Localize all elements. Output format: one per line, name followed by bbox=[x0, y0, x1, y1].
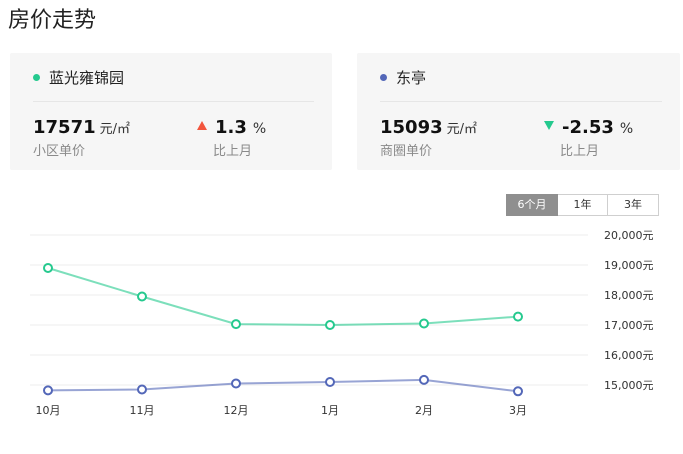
card-header: 蓝光雍锦园 bbox=[33, 53, 314, 102]
estate-name: 蓝光雍锦园 bbox=[49, 69, 125, 87]
district-price-card: 东亭 15093 元/㎡ 商圈单价 -2.53% 比上月 bbox=[357, 53, 680, 170]
series-dot-icon bbox=[33, 74, 40, 81]
data-point bbox=[513, 386, 523, 397]
x-tick-label: 11月 bbox=[130, 404, 155, 417]
data-point bbox=[325, 320, 335, 330]
y-tick-label: 15,000元 bbox=[604, 379, 654, 392]
data-point bbox=[419, 318, 429, 329]
price-unit: 元/㎡ bbox=[99, 122, 131, 137]
x-tick-label: 1月 bbox=[321, 404, 339, 417]
data-point bbox=[419, 374, 429, 385]
series-line-0 bbox=[47, 267, 519, 327]
y-tick-label: 19,000元 bbox=[604, 259, 654, 272]
data-point bbox=[137, 291, 147, 302]
change-unit: % bbox=[252, 121, 267, 137]
series-line-1 bbox=[47, 378, 519, 393]
change-value: -2.53 bbox=[562, 117, 614, 138]
change-value: 1.3 bbox=[215, 117, 247, 138]
y-tick-label: 20,000元 bbox=[604, 229, 654, 242]
change-label: 比上月 bbox=[213, 144, 253, 159]
y-tick-label: 18,000元 bbox=[604, 289, 654, 302]
y-tick-label: 16,000元 bbox=[604, 349, 654, 362]
change-row: -2.53% bbox=[544, 117, 633, 138]
page-title: 房价走势 bbox=[8, 8, 97, 33]
data-point bbox=[137, 384, 147, 395]
tab-1-year[interactable]: 1年 bbox=[558, 194, 608, 216]
price-row: 15093 元/㎡ bbox=[380, 117, 477, 138]
trend-up-icon bbox=[197, 121, 207, 130]
price-label: 小区单价 bbox=[33, 144, 86, 159]
estate-price: 17571 bbox=[33, 117, 96, 138]
x-tick-label: 2月 bbox=[415, 404, 433, 417]
price-row: 17571 元/㎡ bbox=[33, 117, 130, 138]
period-tabs: 6个月 1年 3年 bbox=[506, 194, 659, 216]
change-label: 比上月 bbox=[560, 144, 600, 159]
tab-6-months[interactable]: 6个月 bbox=[506, 194, 558, 216]
price-unit: 元/㎡ bbox=[446, 122, 478, 137]
data-point bbox=[325, 377, 335, 387]
x-tick-label: 3月 bbox=[509, 404, 527, 417]
data-point bbox=[513, 311, 523, 322]
tab-3-years[interactable]: 3年 bbox=[608, 194, 659, 216]
estate-price-card: 蓝光雍锦园 17571 元/㎡ 小区单价 1.3% 比上月 bbox=[10, 53, 332, 170]
data-point bbox=[231, 378, 241, 389]
data-point bbox=[43, 385, 53, 396]
district-name: 东亭 bbox=[396, 69, 427, 87]
price-trend-chart: 20,000元 19,000元 18,000元 17,000元 16,000元 15,00… bbox=[30, 229, 654, 417]
district-price: 15093 bbox=[380, 117, 443, 138]
x-tick-label: 10月 bbox=[36, 404, 61, 417]
data-point bbox=[43, 263, 53, 273]
data-point bbox=[231, 319, 241, 330]
series-dot-icon bbox=[380, 74, 387, 81]
x-tick-label: 12月 bbox=[224, 404, 249, 417]
price-label: 商圈单价 bbox=[380, 144, 433, 159]
trend-down-icon bbox=[544, 121, 554, 130]
y-tick-label: 17,000元 bbox=[604, 319, 654, 332]
card-header: 东亭 bbox=[380, 53, 662, 102]
change-row: 1.3% bbox=[197, 117, 266, 138]
change-unit: % bbox=[619, 121, 634, 137]
